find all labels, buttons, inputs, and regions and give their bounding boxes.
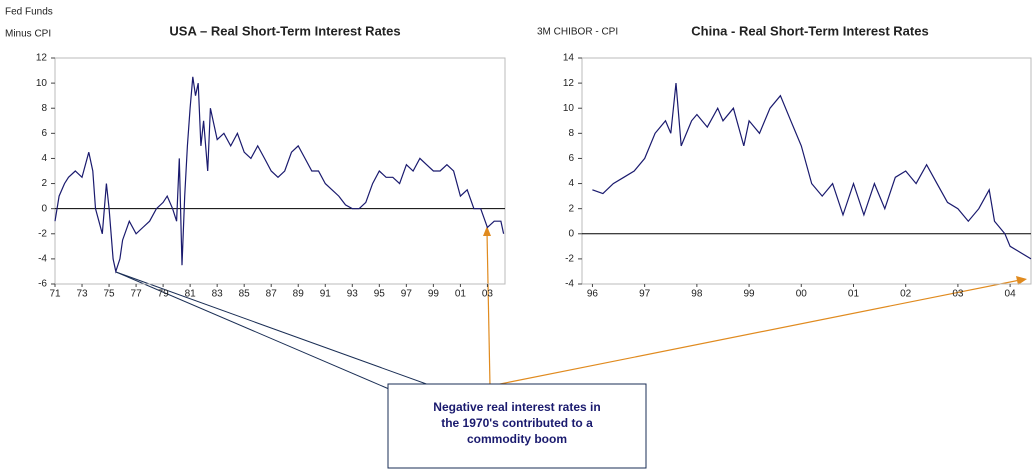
x-tick-label: 02 bbox=[900, 289, 912, 300]
data-line bbox=[592, 83, 1032, 260]
x-tick-label: 89 bbox=[293, 289, 305, 300]
callout-line bbox=[115, 271, 411, 399]
y-axis-label: Fed Funds bbox=[5, 7, 53, 18]
x-tick-label: 83 bbox=[212, 289, 224, 300]
y-tick-label: 2 bbox=[568, 203, 574, 214]
callout-text: commodity boom bbox=[467, 432, 567, 446]
x-tick-label: 99 bbox=[428, 289, 440, 300]
y-tick-label: 14 bbox=[563, 53, 575, 64]
y-tick-label: 10 bbox=[563, 103, 575, 114]
y-tick-label: 8 bbox=[568, 128, 574, 139]
x-tick-label: 00 bbox=[796, 289, 808, 300]
y-tick-label: -4 bbox=[38, 254, 47, 265]
data-line bbox=[54, 76, 505, 274]
x-tick-label: 97 bbox=[401, 289, 413, 300]
callout-text: the 1970's contributed to a bbox=[441, 416, 593, 430]
x-tick-label: 97 bbox=[639, 289, 651, 300]
chart-title: USA – Real Short-Term Interest Rates bbox=[169, 23, 400, 38]
y-tick-label: -2 bbox=[38, 228, 47, 239]
y-tick-label: 12 bbox=[36, 53, 48, 64]
x-tick-label: 91 bbox=[320, 289, 332, 300]
x-tick-label: 04 bbox=[1005, 289, 1017, 300]
y-tick-label: 8 bbox=[41, 103, 47, 114]
x-tick-label: 96 bbox=[587, 289, 599, 300]
x-tick-label: 77 bbox=[131, 289, 143, 300]
callout-lines bbox=[115, 226, 1027, 399]
y-tick-label: 4 bbox=[41, 153, 47, 164]
callout-line bbox=[115, 271, 433, 387]
callout-arrow bbox=[486, 231, 491, 387]
callout-text: Negative real interest rates in bbox=[433, 400, 600, 414]
x-tick-label: 71 bbox=[49, 289, 61, 300]
plot-area bbox=[54, 57, 506, 285]
x-tick-label: 85 bbox=[239, 289, 251, 300]
y-tick-label: 10 bbox=[36, 78, 48, 89]
callout-arrow bbox=[489, 279, 1021, 387]
arrow-head bbox=[483, 226, 491, 236]
x-tick-label: 01 bbox=[848, 289, 860, 300]
y-tick-label: 6 bbox=[568, 153, 574, 164]
y-axis-label: 3M CHIBOR - CPI bbox=[537, 27, 618, 38]
callout-box bbox=[387, 383, 647, 469]
x-tick-label: 75 bbox=[103, 289, 115, 300]
y-tick-label: 12 bbox=[563, 78, 575, 89]
x-tick-label: 03 bbox=[482, 289, 494, 300]
x-tick-label: 79 bbox=[158, 289, 170, 300]
y-tick-label: 4 bbox=[568, 178, 574, 189]
x-tick-label: 93 bbox=[347, 289, 359, 300]
y-tick-label: 2 bbox=[41, 178, 47, 189]
x-tick-label: 99 bbox=[744, 289, 756, 300]
x-tick-label: 81 bbox=[185, 289, 197, 300]
x-tick-label: 03 bbox=[952, 289, 964, 300]
y-tick-label: 0 bbox=[568, 228, 574, 239]
x-tick-label: 95 bbox=[374, 289, 386, 300]
y-tick-label: 6 bbox=[41, 128, 47, 139]
y-tick-label: -2 bbox=[565, 254, 574, 265]
y-tick-label: 0 bbox=[41, 203, 47, 214]
x-tick-label: 73 bbox=[76, 289, 88, 300]
y-tick-label: -4 bbox=[565, 279, 574, 290]
x-tick-label: 87 bbox=[266, 289, 278, 300]
plot-area bbox=[581, 57, 1032, 285]
x-tick-label: 01 bbox=[455, 289, 467, 300]
arrow-head bbox=[1016, 276, 1027, 285]
chart-title: China - Real Short-Term Interest Rates bbox=[691, 23, 928, 38]
x-tick-label: 98 bbox=[691, 289, 703, 300]
y-tick-label: -6 bbox=[38, 279, 47, 290]
y-axis-label: Minus CPI bbox=[5, 29, 51, 40]
